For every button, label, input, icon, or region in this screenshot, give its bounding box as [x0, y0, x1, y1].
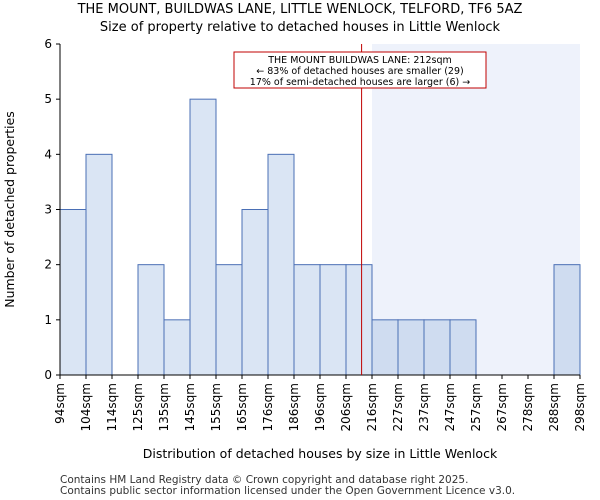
y-tick-label: 5	[44, 92, 52, 106]
bar	[319, 264, 347, 376]
x-tick-label: 114sqm	[105, 383, 119, 431]
y-axis-title: Number of detached properties	[2, 111, 17, 308]
footer-licence: Contains public sector information licen…	[60, 485, 516, 497]
x-tick-label: 145sqm	[183, 383, 197, 431]
annotation-line: 17% of semi-detached houses are larger (…	[250, 77, 470, 88]
bar	[267, 153, 295, 376]
y-tick-label: 1	[44, 313, 52, 327]
x-tick-label: 247sqm	[443, 383, 457, 431]
y-tick-label: 2	[44, 258, 52, 272]
bar	[215, 264, 243, 376]
footer-copyright: Contains HM Land Registry data © Crown c…	[60, 474, 469, 486]
x-tick-label: 135sqm	[157, 383, 171, 431]
x-tick-label: 196sqm	[313, 383, 327, 431]
x-tick-label: 206sqm	[339, 383, 353, 431]
bar	[449, 319, 477, 376]
x-tick-label: 155sqm	[209, 383, 223, 431]
bar	[371, 319, 399, 376]
chart-subtitle: Size of property relative to detached ho…	[99, 20, 501, 35]
bar	[345, 264, 373, 376]
x-tick-label: 237sqm	[417, 383, 431, 431]
x-tick-label: 94sqm	[53, 383, 67, 424]
x-tick-label: 186sqm	[287, 383, 301, 431]
x-tick-label: 125sqm	[131, 383, 145, 431]
y-tick-label: 6	[44, 37, 52, 51]
y-tick-label: 3	[44, 203, 52, 217]
annotation-box	[233, 51, 487, 89]
x-tick-label: 216sqm	[365, 383, 379, 431]
bar	[85, 153, 113, 376]
chart-title: THE MOUNT, BUILDWAS LANE, LITTLE WENLOCK…	[77, 2, 523, 17]
x-tick-label: 298sqm	[573, 383, 587, 431]
annotation-line: THE MOUNT BUILDWAS LANE: 212sqm	[267, 55, 452, 66]
x-tick-label: 227sqm	[391, 383, 405, 431]
x-tick-label: 104sqm	[79, 383, 93, 431]
x-tick-label: 176sqm	[261, 383, 275, 431]
bar	[189, 98, 217, 376]
bar	[137, 264, 165, 376]
annotation-line: ← 83% of detached houses are smaller (29…	[256, 66, 463, 77]
x-tick-label: 278sqm	[521, 383, 535, 431]
bar	[397, 319, 425, 376]
bar	[293, 264, 321, 376]
x-tick-label: 257sqm	[469, 383, 483, 431]
x-tick-label: 288sqm	[547, 383, 561, 431]
y-tick-label: 0	[44, 368, 52, 382]
bar	[423, 319, 451, 376]
bar	[553, 264, 581, 376]
bar	[59, 209, 87, 376]
x-axis-title: Distribution of detached houses by size …	[143, 446, 498, 461]
bar	[163, 319, 191, 376]
x-tick-label: 267sqm	[495, 383, 509, 431]
y-tick-label: 4	[44, 147, 52, 161]
bar	[241, 209, 269, 376]
x-tick-label: 165sqm	[235, 383, 249, 431]
